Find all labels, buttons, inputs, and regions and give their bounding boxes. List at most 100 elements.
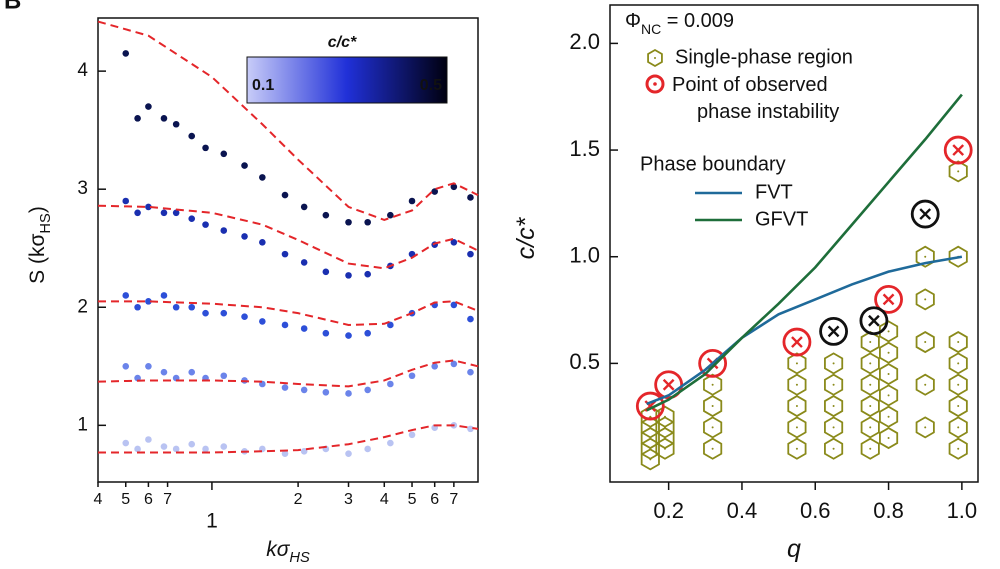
dot bbox=[220, 309, 228, 317]
dot bbox=[122, 439, 130, 447]
x-tick-label: 7 bbox=[163, 491, 172, 508]
text-part: S (kσ bbox=[26, 234, 49, 284]
hexagon-marker bbox=[915, 416, 935, 439]
marker-center bbox=[957, 447, 960, 450]
hexagon-marker bbox=[879, 405, 899, 428]
dot bbox=[202, 221, 209, 228]
dot bbox=[122, 292, 130, 299]
circle-x-marker bbox=[635, 391, 665, 421]
dot bbox=[322, 268, 330, 276]
y-tick-label: 1.5 bbox=[569, 136, 600, 161]
marker-center bbox=[887, 437, 890, 440]
hexagon-marker bbox=[879, 384, 899, 407]
dot bbox=[322, 211, 330, 219]
dot bbox=[450, 183, 458, 191]
marker-center bbox=[957, 383, 960, 386]
curve bbox=[646, 93, 963, 412]
marker-center bbox=[795, 426, 798, 429]
marker-ring bbox=[874, 284, 903, 314]
marker-center bbox=[711, 426, 714, 429]
dot bbox=[188, 132, 196, 140]
x-tick-label: 7 bbox=[449, 491, 458, 508]
marker-ring bbox=[698, 348, 728, 378]
legend-label: FVT bbox=[755, 181, 793, 203]
marker-center bbox=[711, 383, 714, 386]
y-axis-label: c/c* bbox=[512, 216, 540, 259]
curve bbox=[97, 359, 479, 388]
marker-center bbox=[832, 362, 835, 365]
x-tick-label: 4 bbox=[94, 491, 103, 508]
dot bbox=[364, 218, 371, 226]
dot bbox=[322, 388, 330, 396]
marker-center bbox=[924, 383, 927, 386]
x-tick-label: 0.4 bbox=[727, 498, 758, 523]
dot bbox=[281, 321, 289, 329]
marker-center bbox=[869, 447, 872, 450]
curve bbox=[97, 204, 479, 270]
marker-center bbox=[924, 426, 927, 429]
subscript: NC bbox=[641, 21, 661, 37]
hexagon-marker bbox=[860, 373, 880, 396]
x-tick-label: 5 bbox=[121, 491, 130, 508]
dot bbox=[160, 209, 168, 217]
dot bbox=[300, 386, 308, 394]
circle-x-marker bbox=[654, 370, 684, 400]
hexagon-marker bbox=[948, 160, 968, 183]
hexagon-marker bbox=[879, 320, 899, 343]
dot bbox=[241, 233, 248, 240]
marker-center bbox=[957, 341, 960, 344]
dot bbox=[408, 431, 416, 439]
hexagon-marker bbox=[915, 331, 935, 354]
dot bbox=[188, 215, 196, 223]
dot bbox=[259, 318, 266, 325]
dot bbox=[122, 362, 130, 370]
x-tick-label: 0.6 bbox=[800, 498, 831, 523]
marker-center bbox=[795, 447, 798, 450]
marker-center bbox=[869, 362, 872, 365]
dot bbox=[467, 368, 474, 376]
dot bbox=[259, 239, 266, 246]
marker-center bbox=[957, 405, 960, 408]
circle-x-marker bbox=[782, 327, 812, 357]
marker-center bbox=[832, 426, 835, 429]
plot-frame bbox=[609, 4, 979, 483]
marker-ring bbox=[910, 199, 940, 229]
marker-center bbox=[795, 383, 798, 386]
marker-center bbox=[924, 341, 927, 344]
hexagon-marker bbox=[860, 416, 880, 439]
hexagon-marker bbox=[948, 352, 968, 375]
marker-cross bbox=[882, 293, 895, 306]
hexagon-marker bbox=[703, 437, 723, 460]
circle-x-marker bbox=[819, 316, 848, 346]
hexagon-marker bbox=[860, 331, 880, 354]
annotation: ΦNC = 0.009 bbox=[625, 10, 734, 36]
hexagon-marker bbox=[915, 373, 935, 396]
dot bbox=[160, 368, 168, 376]
dot bbox=[145, 362, 152, 370]
marker-center bbox=[711, 405, 714, 408]
dot bbox=[188, 368, 196, 376]
dot bbox=[145, 203, 152, 211]
circle-x-marker bbox=[874, 284, 903, 314]
hexagon-marker bbox=[824, 352, 844, 375]
y-tick-label: 1.0 bbox=[569, 243, 600, 268]
dot bbox=[281, 450, 289, 457]
hexagon-marker bbox=[647, 48, 663, 68]
dot bbox=[220, 227, 228, 234]
hexagon-marker bbox=[787, 395, 807, 418]
subscript: HS bbox=[289, 550, 310, 566]
marker-center bbox=[654, 57, 656, 59]
dot bbox=[160, 115, 168, 122]
curve bbox=[97, 20, 479, 221]
panel-label: B bbox=[4, 0, 21, 14]
dot bbox=[220, 150, 228, 158]
text-part: kσ bbox=[266, 538, 291, 561]
marker-cross bbox=[952, 144, 965, 156]
hexagon-marker bbox=[824, 416, 844, 439]
colorbar-tick-label: 0.1 bbox=[252, 77, 274, 94]
hexagon-marker bbox=[879, 427, 899, 450]
x-tick-label: 2 bbox=[294, 491, 303, 508]
marker-ring bbox=[859, 306, 889, 336]
hexagon-marker bbox=[948, 437, 968, 460]
